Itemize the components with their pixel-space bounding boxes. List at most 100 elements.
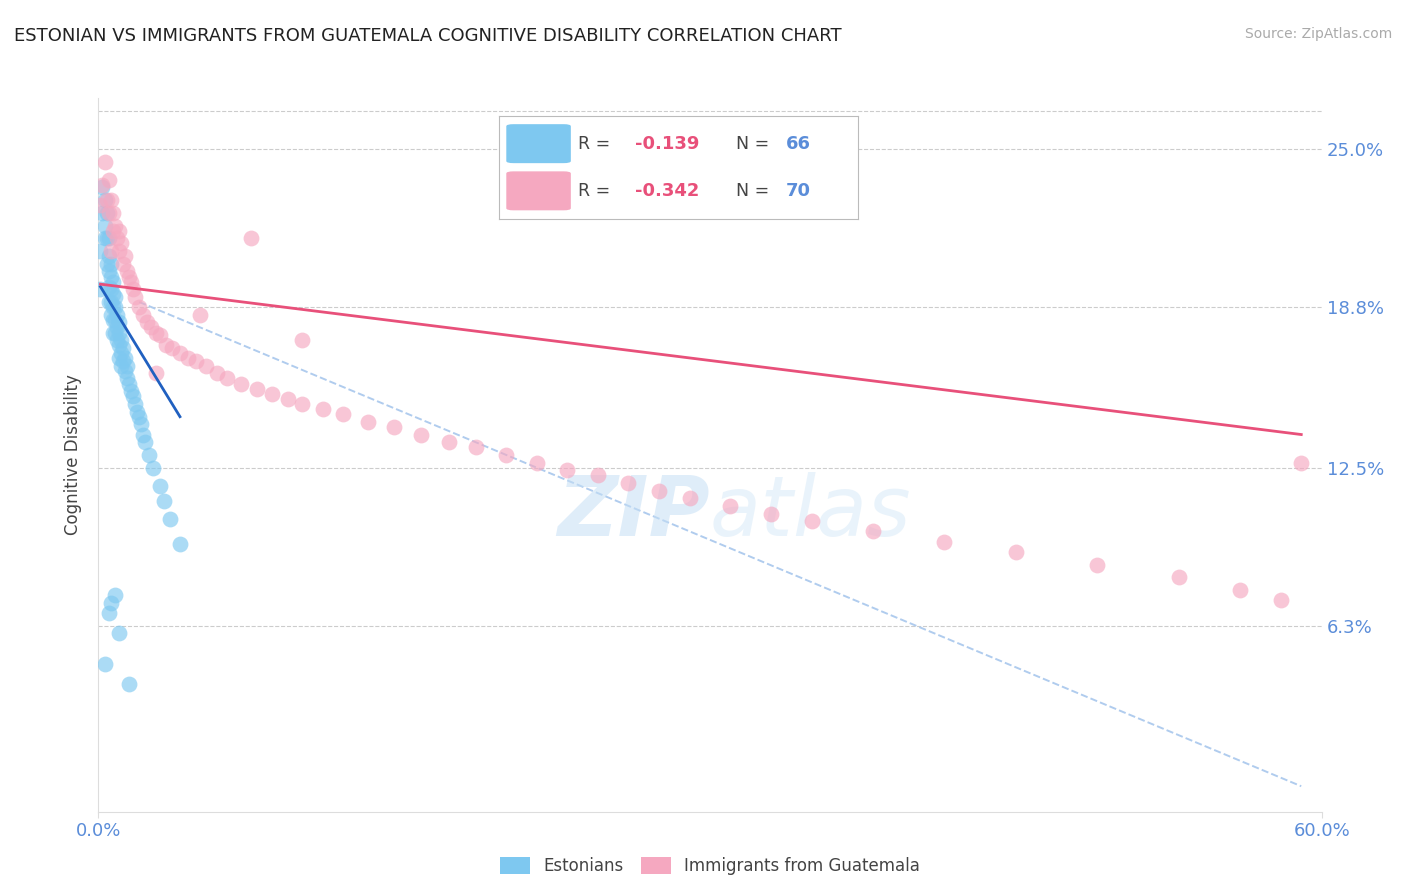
Point xyxy=(240,231,263,245)
Point xyxy=(101,300,124,314)
Point xyxy=(177,351,200,365)
Point xyxy=(104,313,127,327)
Point xyxy=(96,231,118,245)
Point xyxy=(356,415,378,429)
Point xyxy=(91,178,114,192)
Point xyxy=(108,224,131,238)
Point xyxy=(120,384,142,399)
Point xyxy=(124,290,146,304)
Text: ESTONIAN VS IMMIGRANTS FROM GUATEMALA COGNITIVE DISABILITY CORRELATION CHART: ESTONIAN VS IMMIGRANTS FROM GUATEMALA CO… xyxy=(14,27,842,45)
Point xyxy=(122,282,145,296)
Point xyxy=(104,219,127,233)
Point xyxy=(108,338,131,352)
Point xyxy=(93,193,115,207)
Point xyxy=(100,308,122,322)
Point xyxy=(312,402,335,417)
Point xyxy=(129,417,152,432)
Point xyxy=(104,290,127,304)
Point xyxy=(89,198,111,212)
Point xyxy=(100,193,122,207)
Point xyxy=(231,376,253,391)
Point xyxy=(862,524,884,539)
Point xyxy=(108,351,131,365)
Point xyxy=(149,478,172,492)
Point xyxy=(382,420,405,434)
Point xyxy=(105,333,128,347)
Point xyxy=(104,300,127,314)
Point xyxy=(97,172,120,186)
Point xyxy=(437,435,460,450)
Point xyxy=(495,448,517,462)
Point xyxy=(93,154,115,169)
Point xyxy=(409,427,432,442)
Point xyxy=(105,308,128,322)
Point xyxy=(761,507,783,521)
Point xyxy=(93,657,115,671)
Point xyxy=(101,313,124,327)
Point xyxy=(97,295,120,310)
Point xyxy=(138,448,160,462)
Point xyxy=(195,359,218,373)
Point xyxy=(169,537,191,551)
Point xyxy=(114,351,136,365)
Point xyxy=(136,315,159,329)
Point xyxy=(120,275,142,289)
Point xyxy=(93,219,115,233)
Point xyxy=(97,264,120,278)
Point xyxy=(332,407,354,421)
Point xyxy=(132,427,155,442)
Point xyxy=(115,264,138,278)
Point xyxy=(132,308,155,322)
Point xyxy=(97,279,120,293)
Point xyxy=(1229,582,1251,597)
Point xyxy=(159,511,181,525)
Point xyxy=(1167,570,1189,584)
Point xyxy=(89,244,111,258)
Point xyxy=(141,320,163,334)
Point xyxy=(111,341,134,355)
Point xyxy=(108,326,131,340)
Point xyxy=(934,534,956,549)
Point xyxy=(100,596,122,610)
Point xyxy=(127,404,149,418)
Text: N =: N = xyxy=(735,182,775,200)
Point xyxy=(110,359,132,373)
Point xyxy=(128,409,150,424)
Point xyxy=(1004,545,1026,559)
Point xyxy=(160,341,183,355)
Point xyxy=(91,206,114,220)
Text: R =: R = xyxy=(578,182,616,200)
Point xyxy=(100,244,122,258)
Point xyxy=(89,282,111,296)
Text: ZIP: ZIP xyxy=(557,472,710,552)
Point xyxy=(145,326,167,340)
Point xyxy=(557,463,579,477)
Point xyxy=(100,295,122,310)
Point xyxy=(142,460,165,475)
Point xyxy=(464,440,486,454)
Point xyxy=(134,435,156,450)
Text: Source: ZipAtlas.com: Source: ZipAtlas.com xyxy=(1244,27,1392,41)
Text: 66: 66 xyxy=(786,135,811,153)
Point xyxy=(152,493,174,508)
Point xyxy=(188,308,212,322)
Point xyxy=(93,231,115,245)
Text: R =: R = xyxy=(578,135,616,153)
Point xyxy=(104,326,127,340)
Point xyxy=(97,249,120,263)
Point xyxy=(118,269,141,284)
FancyBboxPatch shape xyxy=(506,124,571,163)
Point xyxy=(97,606,120,620)
Point xyxy=(108,315,131,329)
Point xyxy=(720,499,742,513)
Point xyxy=(277,392,299,406)
Point xyxy=(114,249,136,263)
Text: atlas: atlas xyxy=(710,472,911,552)
Text: N =: N = xyxy=(735,135,775,153)
Point xyxy=(1291,456,1313,470)
Point xyxy=(101,287,124,301)
Point xyxy=(110,333,132,347)
Point xyxy=(101,275,124,289)
Point xyxy=(586,468,609,483)
Point xyxy=(100,269,122,284)
